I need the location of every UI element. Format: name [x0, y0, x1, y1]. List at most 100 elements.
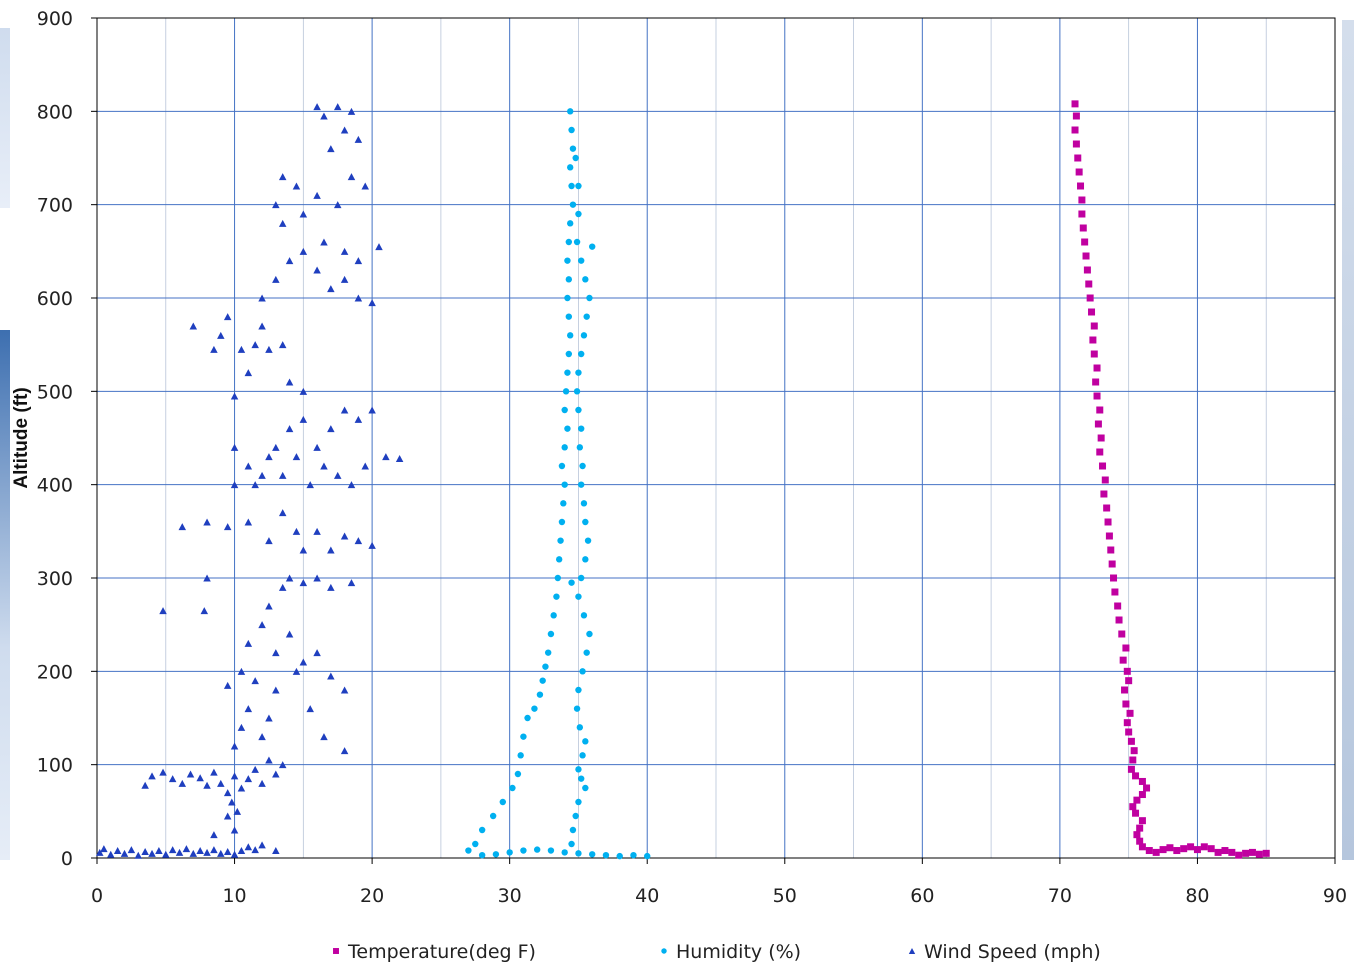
data-point — [258, 471, 266, 479]
data-point — [1221, 847, 1229, 855]
data-point — [382, 453, 390, 461]
legend-marker — [908, 948, 916, 954]
x-tick-label: 10 — [222, 885, 246, 907]
data-point — [1094, 420, 1102, 428]
series-layer — [96, 100, 1270, 860]
data-point — [1111, 588, 1119, 596]
data-point — [196, 847, 204, 855]
data-point — [162, 850, 170, 858]
data-point — [568, 840, 575, 848]
data-point — [327, 285, 335, 293]
data-point — [292, 453, 301, 461]
data-point — [340, 532, 349, 540]
data-point — [223, 523, 232, 531]
data-point — [320, 112, 328, 120]
data-point — [265, 453, 273, 461]
plot-area-border — [96, 17, 1336, 859]
data-point — [251, 481, 259, 489]
data-point — [223, 681, 232, 689]
data-point — [1100, 490, 1108, 498]
data-point — [313, 191, 321, 199]
data-point — [561, 481, 568, 488]
data-point — [1200, 843, 1208, 851]
data-point — [333, 103, 342, 111]
data-point — [313, 649, 321, 657]
data-point — [1090, 350, 1098, 358]
data-point — [285, 257, 294, 265]
data-point — [272, 847, 280, 855]
data-point — [1108, 560, 1116, 568]
data-point — [175, 848, 184, 856]
data-point — [1103, 504, 1111, 512]
data-point — [320, 462, 328, 470]
data-point — [347, 173, 356, 181]
data-point — [579, 752, 586, 759]
data-point — [1126, 709, 1134, 717]
data-point — [237, 847, 246, 855]
data-point — [1082, 252, 1090, 260]
data-point — [258, 621, 266, 629]
data-point — [100, 845, 108, 853]
data-point — [584, 537, 592, 544]
data-point — [347, 579, 356, 587]
data-point — [327, 425, 335, 433]
data-point — [1122, 644, 1130, 652]
data-point — [244, 518, 253, 526]
data-point — [577, 775, 585, 782]
data-point — [299, 210, 308, 218]
data-point — [539, 677, 546, 684]
data-point — [575, 686, 582, 694]
data-point — [1119, 656, 1127, 664]
data-point — [1085, 280, 1093, 288]
data-point — [313, 443, 321, 451]
data-point — [576, 724, 584, 731]
data-point — [542, 663, 549, 670]
data-point — [272, 649, 280, 657]
data-point — [1242, 849, 1250, 857]
data-point — [1101, 476, 1109, 484]
data-point — [580, 500, 588, 507]
data-point — [569, 826, 577, 834]
data-point — [159, 607, 167, 615]
data-point — [278, 583, 287, 591]
data-point — [1086, 294, 1094, 302]
data-point — [1143, 784, 1151, 792]
data-point — [368, 406, 376, 414]
data-point — [244, 462, 253, 470]
data-point — [251, 765, 259, 773]
data-point — [258, 779, 266, 787]
y-tick-label: 100 — [37, 755, 73, 777]
data-point — [223, 789, 232, 797]
data-point — [489, 812, 497, 820]
data-point — [265, 602, 273, 610]
data-point — [285, 378, 294, 386]
y-axis-ticks: 0 100 200 300 400 500 600 700 800 900 — [37, 8, 97, 870]
data-point — [573, 238, 581, 246]
data-point — [217, 331, 225, 339]
data-point — [223, 313, 232, 321]
data-point — [1138, 777, 1146, 785]
data-point — [1093, 392, 1101, 400]
data-point — [155, 847, 163, 855]
data-point — [327, 583, 335, 591]
data-point — [577, 425, 585, 432]
data-point — [244, 843, 253, 851]
data-point — [141, 781, 149, 789]
data-point — [1078, 196, 1086, 204]
data-point — [1115, 616, 1123, 624]
data-point — [602, 852, 610, 859]
data-point — [306, 705, 314, 713]
data-point — [375, 243, 383, 251]
data-point — [1127, 737, 1135, 745]
data-point — [333, 471, 342, 479]
data-point — [1096, 406, 1104, 414]
data-point — [1099, 462, 1107, 470]
data-point — [573, 705, 581, 712]
data-point — [575, 210, 582, 218]
data-point — [278, 219, 287, 227]
data-point — [589, 851, 596, 858]
data-point — [223, 847, 232, 855]
data-point — [582, 276, 589, 283]
data-point — [251, 846, 259, 854]
data-point — [582, 556, 589, 563]
